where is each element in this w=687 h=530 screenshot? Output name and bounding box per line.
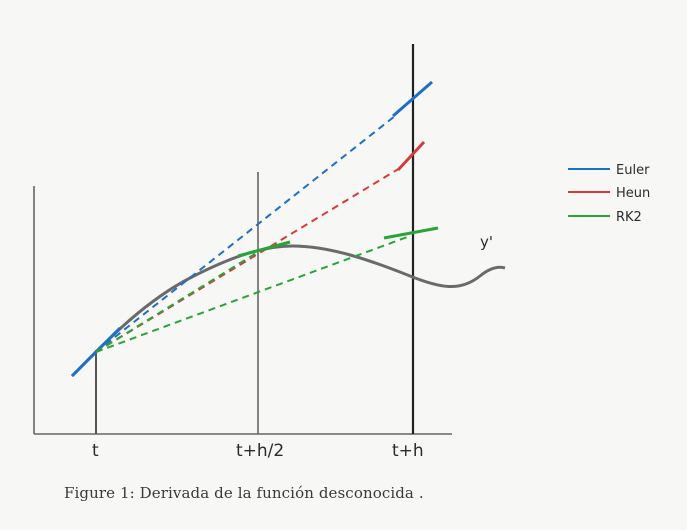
legend-label-rk2: RK2	[616, 210, 642, 225]
curve-label: y'	[480, 233, 493, 251]
heun-end-segment	[396, 140, 426, 172]
legend-label-euler: Euler	[616, 163, 650, 178]
rk2-dashed-line-low	[95, 235, 411, 353]
euler-end-segment	[392, 80, 433, 118]
x-tick-t-h: t+h	[392, 441, 424, 461]
curve-y-prime	[70, 244, 506, 378]
rk2-dashed-line-high	[95, 251, 259, 353]
rk2-mid-segment	[237, 240, 291, 258]
x-tick-t-half: t+h/2	[236, 441, 284, 461]
x-tick-t: t	[92, 441, 99, 461]
legend-label-heun: Heun	[616, 186, 650, 201]
figure-caption: Figure 1: Derivada de la función descono…	[64, 484, 424, 502]
legend: Euler Heun RK2	[568, 163, 650, 225]
euler-dashed-line	[95, 115, 396, 353]
rk2-end-segment	[383, 226, 439, 240]
